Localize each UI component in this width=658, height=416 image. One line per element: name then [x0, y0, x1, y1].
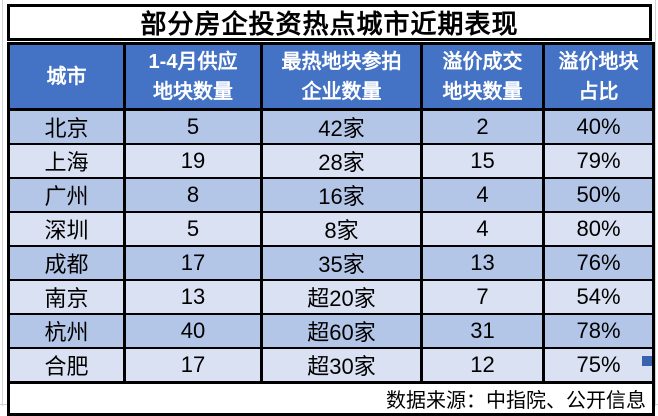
cell-premium-deals: 7 — [420, 279, 545, 315]
cell-bidders: 16家 — [260, 177, 423, 213]
source-note: 数据来源：中指院、公开信息 — [7, 381, 655, 416]
cell-supply: 5 — [123, 211, 263, 247]
cell-city: 成都 — [7, 245, 126, 281]
cell-premium-ratio: 76% — [542, 245, 655, 281]
col-header-supply: 1-4月供应 地块数量 — [123, 42, 263, 111]
col-header-premium-ratio: 溢价地块 占比 — [542, 42, 655, 111]
cell-supply: 8 — [123, 177, 263, 213]
table-row-hangzhou: 杭州 40 超60家 31 78% — [7, 313, 655, 349]
cell-premium-ratio: 75% — [542, 347, 655, 384]
cell-bidders: 8家 — [260, 211, 423, 247]
table-row-hefei: 合肥 17 超30家 12 75% — [7, 347, 655, 384]
cell-premium-ratio: 40% — [542, 108, 655, 145]
col-header-bidders: 最热地块参拍 企业数量 — [260, 42, 423, 111]
excel-gridline-right — [655, 0, 656, 406]
hot-cities-table-figure: 部分房企投资热点城市近期表现 城市 1-4月供应 地块数量 最热地块参拍 企业数… — [7, 4, 655, 416]
cell-bidders: 42家 — [260, 108, 423, 145]
cell-supply: 40 — [123, 313, 263, 349]
cell-supply: 13 — [123, 279, 263, 315]
cell-bidders: 超30家 — [260, 347, 423, 384]
cell-premium-deals: 4 — [420, 177, 545, 213]
cell-premium-ratio: 79% — [542, 143, 655, 179]
cell-premium-deals: 12 — [420, 347, 545, 384]
cell-city: 杭州 — [7, 313, 126, 349]
cell-premium-ratio: 54% — [542, 279, 655, 315]
col-header-premium-deals: 溢价成交 地块数量 — [420, 42, 545, 111]
cell-premium-deals: 2 — [420, 108, 545, 145]
cell-premium-deals: 13 — [420, 245, 545, 281]
excel-gridline-left — [2, 0, 3, 406]
col-header-city: 城市 — [7, 42, 126, 111]
table-row-chengdu: 成都 17 35家 13 76% — [7, 245, 655, 281]
table-title: 部分房企投资热点城市近期表现 — [7, 4, 652, 41]
cell-premium-deals: 31 — [420, 313, 545, 349]
cell-bidders: 35家 — [260, 245, 423, 281]
cell-bidders: 超60家 — [260, 313, 423, 349]
cell-premium-ratio: 80% — [542, 211, 655, 247]
cell-premium-ratio: 78% — [542, 313, 655, 349]
table-header: 城市 1-4月供应 地块数量 最热地块参拍 企业数量 溢价成交 地块数量 溢价地… — [7, 42, 655, 111]
cell-city: 合肥 — [7, 347, 126, 384]
cell-bidders: 28家 — [260, 143, 423, 179]
cell-supply: 17 — [123, 347, 263, 384]
table-row-shanghai: 上海 19 28家 15 79% — [7, 143, 655, 179]
cell-supply: 19 — [123, 143, 263, 179]
cell-city: 北京 — [7, 108, 126, 145]
table-row-shenzhen: 深圳 5 8家 4 80% — [7, 211, 655, 247]
cell-supply: 5 — [123, 108, 263, 145]
cell-city: 南京 — [7, 279, 126, 315]
table-row-beijing: 北京 5 42家 2 40% — [7, 108, 655, 145]
table-footer-row: 数据来源：中指院、公开信息 — [7, 381, 655, 416]
header-row: 城市 1-4月供应 地块数量 最热地块参拍 企业数量 溢价成交 地块数量 溢价地… — [7, 42, 655, 111]
cell-supply: 17 — [123, 245, 263, 281]
table-row-guangzhou: 广州 8 16家 4 50% — [7, 177, 655, 213]
cell-city: 深圳 — [7, 211, 126, 247]
cell-bidders: 超20家 — [260, 279, 423, 315]
cell-premium-ratio: 50% — [542, 177, 655, 213]
table-row-nanjing: 南京 13 超20家 7 54% — [7, 279, 655, 315]
table-body: 北京 5 42家 2 40% 上海 19 28家 15 79% 广州 8 16家… — [7, 108, 655, 416]
cell-premium-deals: 15 — [420, 143, 545, 179]
cell-city: 广州 — [7, 177, 126, 213]
selection-fill-handle[interactable] — [642, 356, 652, 366]
data-table: 城市 1-4月供应 地块数量 最热地块参拍 企业数量 溢价成交 地块数量 溢价地… — [7, 42, 655, 416]
cell-premium-deals: 4 — [420, 211, 545, 247]
cell-city: 上海 — [7, 143, 126, 179]
